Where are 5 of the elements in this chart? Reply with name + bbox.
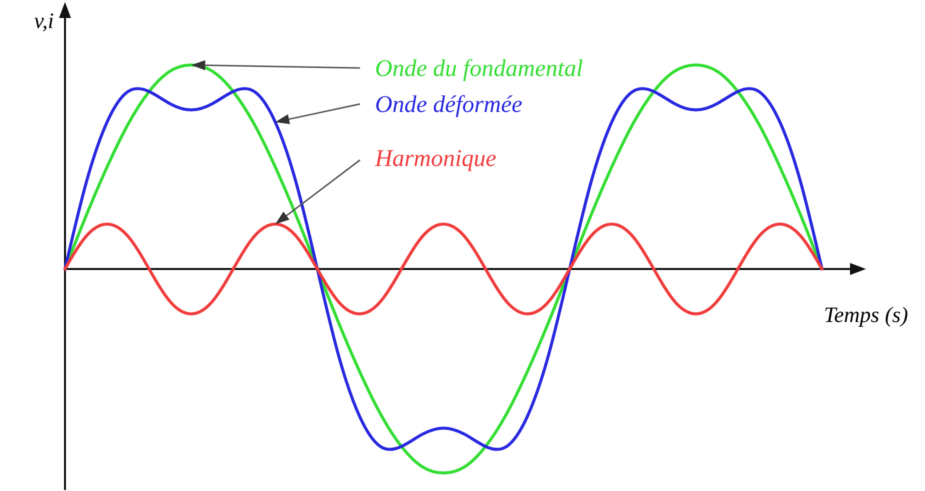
text: Harmonique (374, 146, 497, 172)
x-axis-title: Temps (s) (824, 302, 908, 327)
text: Onde du fondamental (375, 56, 584, 82)
text: Onde déformée (375, 92, 523, 118)
y-axis-title: v,i (34, 8, 54, 33)
